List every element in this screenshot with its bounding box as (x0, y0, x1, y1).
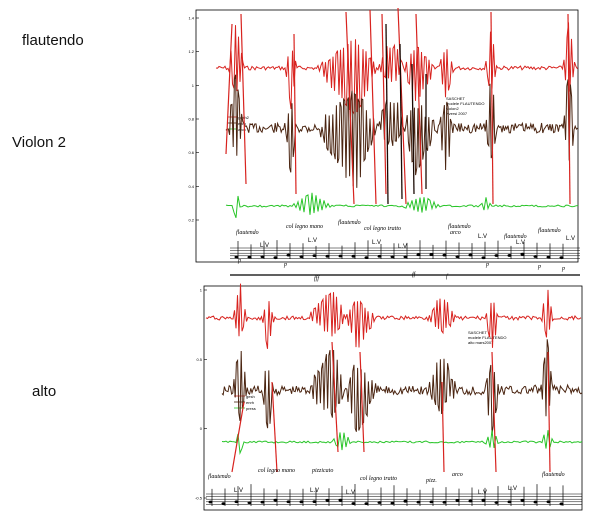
brown-curve (221, 339, 583, 435)
dynamic: p (283, 262, 287, 268)
red-curve (215, 22, 578, 116)
label-flautendo: flautendo (22, 32, 84, 49)
score-marking: flautendo (236, 229, 259, 236)
score-strip: flautendo col legno mano flautendo col l… (230, 219, 580, 282)
plot-frame (203, 285, 583, 511)
info-line: SASCHET (446, 96, 465, 101)
y-tick-label: 0.5 (196, 357, 202, 362)
y-tick-label: 0.4 (188, 184, 194, 189)
info-line: SASCHET (468, 330, 487, 335)
y-tick-label: 1.2 (188, 49, 194, 54)
score-strip: flautendo col legno mano pizzicato col l… (206, 468, 582, 506)
violon2-plot: 1.41.210.80.60.40.2 gesh2 enrh arco SASC… (188, 7, 580, 282)
violon2-figure: 1.41.210.80.60.40.2 gesh2 enrh arco SASC… (186, 4, 586, 286)
lv-mark: L.V (260, 243, 269, 249)
info-line: Xversi 2007 (446, 111, 468, 116)
score-marking: col legno mano (258, 468, 295, 474)
dynamic: p (561, 266, 565, 272)
info-line: alto mars2007 (468, 340, 494, 345)
y-tick-label: 0 (200, 426, 203, 431)
score-marking: pizz. (425, 478, 437, 484)
brown-curve (225, 74, 578, 188)
y-tick-label: 0.8 (188, 117, 194, 122)
label-violon-2: Violon 2 (12, 134, 66, 151)
y-tick-label: 1.4 (188, 16, 194, 21)
lv-mark: L.V (310, 488, 319, 494)
score-marking: flautendo (538, 227, 561, 234)
dynamic: p (237, 258, 241, 264)
y-tick-label: -0.5 (195, 496, 203, 501)
dynamic: f (446, 273, 449, 280)
info-line: modele FLAUTENDO (446, 101, 484, 106)
green-curve (225, 192, 579, 218)
score-marking: flautendo (542, 471, 565, 478)
y-tick-label: 1 (192, 83, 195, 88)
label-alto: alto (32, 383, 57, 400)
score-marking: flautendo (208, 473, 231, 480)
dynamic: p (485, 262, 489, 268)
lv-mark: L.V (508, 486, 517, 492)
score-marking: pizzicato (311, 468, 333, 474)
score-marking: flautendo (338, 219, 361, 226)
score-marking: flautendo (504, 233, 527, 240)
info-line: modele FLAUTENDO (468, 335, 506, 340)
score-marking: arco (450, 230, 461, 236)
lv-mark: L.V (308, 238, 317, 244)
legend-entry: arco (238, 127, 247, 132)
lv-mark: L.V (516, 240, 525, 246)
y-tick-label: 1 (200, 288, 203, 293)
legend-entry: press (246, 406, 256, 411)
info-line: violon2 (446, 106, 459, 111)
lv-mark: L.V (372, 240, 381, 246)
red-curve (205, 283, 582, 349)
score-marking: col legno tratto (364, 226, 401, 232)
lv-mark: L.V (398, 244, 407, 250)
lv-mark: L.V (566, 236, 575, 242)
lv-mark: L.V (478, 234, 487, 240)
y-tick-label: 0.2 (188, 218, 194, 223)
lv-mark: L.V (234, 488, 243, 494)
dynamic: fff (314, 275, 320, 282)
score-marking: col legno mano (286, 224, 323, 230)
lv-mark: L.V (478, 490, 487, 496)
legend-entry: enrh (238, 121, 246, 126)
y-tick-label: 0.6 (188, 150, 194, 155)
alto-plot: 1 0.5 0 -0.5 gesh enrh press SASCHET modele… (195, 283, 583, 511)
alto-figure: 1 0.5 0 -0.5 gesh enrh press SASCHET modele… (192, 282, 587, 511)
score-marking: arco (452, 472, 463, 478)
legend-entry: gesh (246, 394, 255, 399)
green-curve (221, 430, 583, 455)
score-marking: col legno tratto (360, 476, 397, 482)
score-marking: flautendo (448, 223, 471, 230)
dynamic: p (537, 264, 541, 270)
legend-entry: enrh (246, 400, 254, 405)
dynamic: ff (412, 271, 417, 278)
plot-frame (195, 9, 579, 263)
lv-mark: L.V (346, 490, 355, 496)
